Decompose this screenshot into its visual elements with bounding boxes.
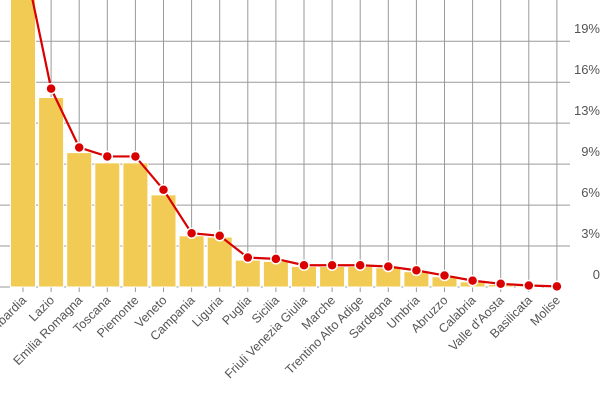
bars: [10, 0, 570, 288]
y-tick-label: 16%: [574, 62, 600, 77]
x-tick-label: Puglia: [219, 293, 254, 328]
line-point: [326, 259, 338, 271]
line-point: [410, 264, 423, 277]
bar: [206, 236, 233, 288]
y-axis: 0 3% 6% 9% 13% 16% 19%: [574, 21, 600, 282]
bar: [38, 97, 65, 288]
bar: [10, 0, 36, 288]
x-tick-label: Liguria: [189, 293, 225, 329]
bar: [150, 194, 177, 288]
line-point: [466, 274, 479, 287]
y-tick-label: 0: [593, 267, 600, 282]
bar: [66, 152, 93, 288]
line-point: [73, 141, 85, 154]
x-tick-label: Molise: [528, 293, 563, 328]
line-point: [438, 269, 451, 282]
line-point: [382, 260, 395, 273]
y-tick-label: 13%: [574, 103, 600, 118]
line-point: [213, 230, 226, 242]
bar: [94, 162, 121, 288]
bar: [234, 259, 261, 288]
y-tick-label: 9%: [581, 144, 600, 159]
line-point: [494, 278, 507, 290]
line-point: [354, 259, 366, 271]
line-point: [129, 150, 142, 163]
line-point: [157, 183, 170, 196]
line-point: [551, 280, 563, 293]
y-tick-label: 19%: [574, 21, 600, 36]
line-point: [242, 251, 254, 264]
line-point: [523, 279, 535, 292]
bar: [122, 162, 149, 288]
y-tick-label: 3%: [581, 226, 600, 241]
bar: [262, 260, 289, 288]
line-series: [31, 0, 563, 293]
line-point: [185, 227, 198, 239]
line-point: [298, 259, 310, 271]
line-point: [45, 82, 57, 95]
x-tick-label: Lombardia: [0, 293, 29, 345]
line-point: [101, 150, 114, 163]
line-point: [270, 253, 282, 265]
bar: [178, 235, 205, 288]
y-tick-label: 6%: [581, 185, 600, 200]
